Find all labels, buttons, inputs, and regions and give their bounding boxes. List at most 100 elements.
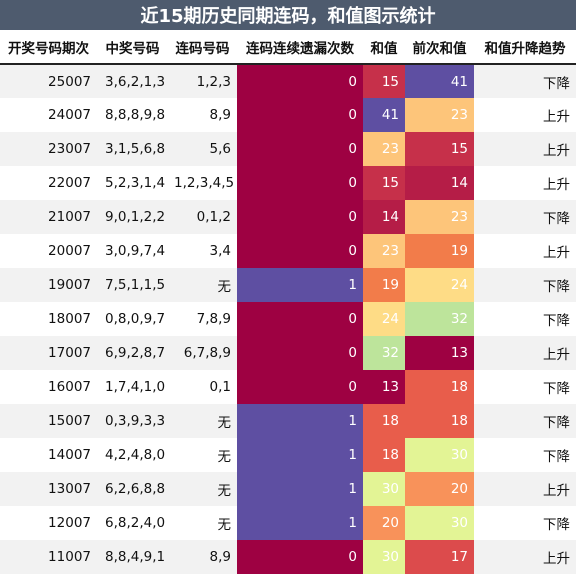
table-body: 25007 3,6,2,1,3 1,2,3 0 15 41 下降 24007 8,8,8,9,8… bbox=[0, 64, 576, 574]
cell-miss: 0 bbox=[237, 540, 363, 574]
cell-issue: 13007 bbox=[0, 472, 97, 506]
cell-trend: 下降 bbox=[474, 268, 576, 302]
cell-miss: 0 bbox=[237, 200, 363, 234]
table-row: 25007 3,6,2,1,3 1,2,3 0 15 41 下降 bbox=[0, 64, 576, 98]
table-row: 15007 0,3,9,3,3 无 1 18 18 下降 bbox=[0, 404, 576, 438]
cell-consecutive: 无 bbox=[168, 472, 237, 506]
cell-trend: 上升 bbox=[474, 540, 576, 574]
cell-numbers: 0,3,9,3,3 bbox=[97, 404, 168, 438]
cell-prev-sum: 13 bbox=[405, 336, 474, 370]
cell-sum: 15 bbox=[363, 166, 405, 200]
cell-issue: 23007 bbox=[0, 132, 97, 166]
cell-miss: 1 bbox=[237, 472, 363, 506]
cell-miss: 0 bbox=[237, 302, 363, 336]
cell-consecutive: 无 bbox=[168, 438, 237, 472]
cell-miss: 0 bbox=[237, 336, 363, 370]
cell-prev-sum: 30 bbox=[405, 438, 474, 472]
cell-issue: 14007 bbox=[0, 438, 97, 472]
table-row: 12007 6,8,2,4,0 无 1 20 30 下降 bbox=[0, 506, 576, 540]
cell-trend: 上升 bbox=[474, 472, 576, 506]
cell-consecutive: 1,2,3,4,5 bbox=[168, 166, 237, 200]
cell-consecutive: 0,1,2 bbox=[168, 200, 237, 234]
stats-table: 开奖号码期次 中奖号码 连码号码 连码连续遗漏次数 和值 前次和值 和值升降趋势… bbox=[0, 30, 576, 574]
cell-prev-sum: 41 bbox=[405, 64, 474, 98]
cell-miss: 1 bbox=[237, 268, 363, 302]
table-row: 20007 3,0,9,7,4 3,4 0 23 19 上升 bbox=[0, 234, 576, 268]
cell-trend: 上升 bbox=[474, 98, 576, 132]
header-issue: 开奖号码期次 bbox=[0, 30, 97, 65]
cell-sum: 41 bbox=[363, 98, 405, 132]
cell-issue: 20007 bbox=[0, 234, 97, 268]
header-trend: 和值升降趋势 bbox=[474, 30, 576, 65]
table-row: 24007 8,8,8,9,8 8,9 0 41 23 上升 bbox=[0, 98, 576, 132]
cell-issue: 11007 bbox=[0, 540, 97, 574]
cell-consecutive: 5,6 bbox=[168, 132, 237, 166]
cell-sum: 14 bbox=[363, 200, 405, 234]
cell-consecutive: 无 bbox=[168, 404, 237, 438]
cell-sum: 19 bbox=[363, 268, 405, 302]
cell-prev-sum: 14 bbox=[405, 166, 474, 200]
cell-sum: 18 bbox=[363, 438, 405, 472]
cell-prev-sum: 32 bbox=[405, 302, 474, 336]
table-row: 17007 6,9,2,8,7 6,7,8,9 0 32 13 上升 bbox=[0, 336, 576, 370]
header-prev-sum: 前次和值 bbox=[405, 30, 474, 65]
cell-trend: 下降 bbox=[474, 404, 576, 438]
cell-trend: 下降 bbox=[474, 200, 576, 234]
cell-numbers: 3,0,9,7,4 bbox=[97, 234, 168, 268]
cell-issue: 12007 bbox=[0, 506, 97, 540]
table-row: 22007 5,2,3,1,4 1,2,3,4,5 0 15 14 上升 bbox=[0, 166, 576, 200]
cell-issue: 16007 bbox=[0, 370, 97, 404]
cell-sum: 23 bbox=[363, 234, 405, 268]
cell-prev-sum: 17 bbox=[405, 540, 474, 574]
cell-trend: 下降 bbox=[474, 506, 576, 540]
cell-sum: 24 bbox=[363, 302, 405, 336]
table-row: 11007 8,8,4,9,1 8,9 0 30 17 上升 bbox=[0, 540, 576, 574]
cell-numbers: 4,2,4,8,0 bbox=[97, 438, 168, 472]
cell-trend: 上升 bbox=[474, 336, 576, 370]
cell-issue: 24007 bbox=[0, 98, 97, 132]
cell-numbers: 6,8,2,4,0 bbox=[97, 506, 168, 540]
cell-sum: 30 bbox=[363, 540, 405, 574]
header-miss: 连码连续遗漏次数 bbox=[237, 30, 363, 65]
cell-issue: 25007 bbox=[0, 64, 97, 98]
cell-miss: 0 bbox=[237, 370, 363, 404]
table-row: 19007 7,5,1,1,5 无 1 19 24 下降 bbox=[0, 268, 576, 302]
cell-miss: 0 bbox=[237, 132, 363, 166]
cell-trend: 下降 bbox=[474, 64, 576, 98]
cell-consecutive: 无 bbox=[168, 506, 237, 540]
cell-sum: 13 bbox=[363, 370, 405, 404]
header-sum: 和值 bbox=[363, 30, 405, 65]
cell-numbers: 3,6,2,1,3 bbox=[97, 64, 168, 98]
cell-consecutive: 1,2,3 bbox=[168, 64, 237, 98]
cell-trend: 下降 bbox=[474, 302, 576, 336]
cell-issue: 18007 bbox=[0, 302, 97, 336]
cell-miss: 1 bbox=[237, 404, 363, 438]
cell-numbers: 3,1,5,6,8 bbox=[97, 132, 168, 166]
cell-issue: 19007 bbox=[0, 268, 97, 302]
table-row: 14007 4,2,4,8,0 无 1 18 30 下降 bbox=[0, 438, 576, 472]
cell-numbers: 6,2,6,8,8 bbox=[97, 472, 168, 506]
cell-issue: 21007 bbox=[0, 200, 97, 234]
cell-prev-sum: 15 bbox=[405, 132, 474, 166]
cell-consecutive: 无 bbox=[168, 268, 237, 302]
cell-trend: 上升 bbox=[474, 132, 576, 166]
table-row: 16007 1,7,4,1,0 0,1 0 13 18 下降 bbox=[0, 370, 576, 404]
cell-miss: 0 bbox=[237, 234, 363, 268]
cell-numbers: 8,8,4,9,1 bbox=[97, 540, 168, 574]
cell-numbers: 1,7,4,1,0 bbox=[97, 370, 168, 404]
header-numbers: 中奖号码 bbox=[97, 30, 168, 65]
cell-consecutive: 0,1 bbox=[168, 370, 237, 404]
cell-sum: 15 bbox=[363, 64, 405, 98]
cell-consecutive: 8,9 bbox=[168, 540, 237, 574]
cell-numbers: 6,9,2,8,7 bbox=[97, 336, 168, 370]
cell-miss: 0 bbox=[237, 166, 363, 200]
cell-numbers: 5,2,3,1,4 bbox=[97, 166, 168, 200]
cell-sum: 23 bbox=[363, 132, 405, 166]
cell-miss: 0 bbox=[237, 98, 363, 132]
cell-sum: 30 bbox=[363, 472, 405, 506]
cell-prev-sum: 19 bbox=[405, 234, 474, 268]
cell-consecutive: 7,8,9 bbox=[168, 302, 237, 336]
cell-prev-sum: 23 bbox=[405, 200, 474, 234]
cell-sum: 32 bbox=[363, 336, 405, 370]
cell-consecutive: 3,4 bbox=[168, 234, 237, 268]
